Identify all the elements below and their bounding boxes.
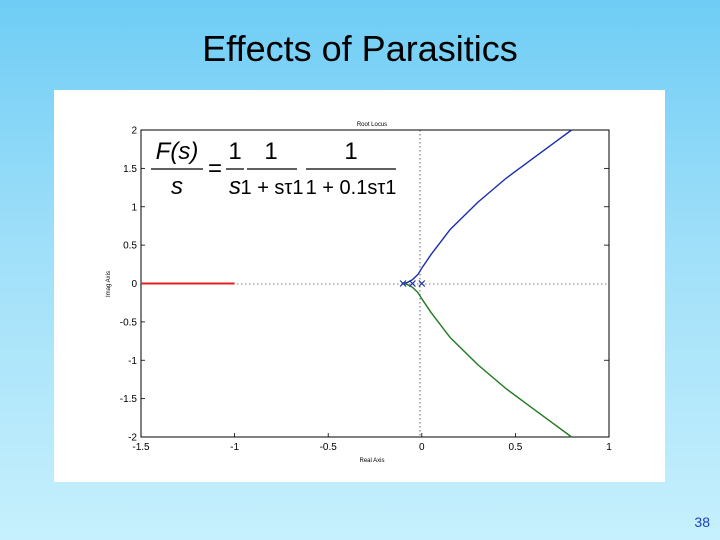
chart-title: Root Locus <box>357 122 387 128</box>
x-axis-label: Real Axis <box>359 458 384 464</box>
x-tick-label: 0.5 <box>508 442 522 453</box>
eq-factor1-numerator: 1 <box>228 138 241 165</box>
x-tick-label: -1.5 <box>132 442 150 453</box>
x-tick-labels: -1.5 -1 -0.5 0 0.5 1 <box>132 433 612 453</box>
y-tick-label: -0.5 <box>120 317 138 328</box>
eq-factor3-denominator: 1 + 0.1sτ1 <box>306 177 397 199</box>
transfer-function-equation: F(s) s = 1 s 1 1 + sτ1 1 1 + 0.1sτ1 <box>151 138 396 200</box>
x-tick-label: 0 <box>419 442 425 453</box>
eq-equals-sign: = <box>208 155 222 182</box>
eq-factor2-numerator: 1 <box>264 138 277 165</box>
y-tick-label: 0.5 <box>123 241 137 252</box>
series-group <box>141 129 573 438</box>
eq-lhs-denominator: s <box>171 173 183 200</box>
y-tick-label: 1 <box>131 202 137 213</box>
figure-panel: Root Locus -1.5 -1 -0.5 0 0.5 1 2 1.5 1 0.5 0 -0.5… <box>54 90 665 482</box>
x-tick-label: -1 <box>230 442 239 453</box>
right-tick-marks <box>604 167 609 361</box>
series-line-2 <box>402 129 573 285</box>
eq-lhs-numerator: F(s) <box>156 138 199 165</box>
y-tick-label: 0 <box>131 279 137 290</box>
y-tick-label: -2 <box>128 433 137 444</box>
y-axis-label: Imag Axis <box>106 271 112 297</box>
x-tick-label: -0.5 <box>320 442 338 453</box>
x-tick-label: 1 <box>606 442 612 453</box>
eq-factor3-numerator: 1 <box>344 138 357 165</box>
y-tick-label: 2 <box>131 126 137 137</box>
page-number: 38 <box>694 514 710 530</box>
pole-marker <box>418 280 426 287</box>
y-tick-label: 1.5 <box>123 164 137 175</box>
eq-factor1-denominator: s <box>229 173 241 200</box>
slide-title: Effects of Parasitics <box>202 28 518 69</box>
pole-marker <box>399 280 407 287</box>
root-locus-plot: Root Locus -1.5 -1 -0.5 0 0.5 1 2 1.5 1 0.5 0 -0.5… <box>106 122 612 464</box>
eq-factor2-denominator: 1 + sτ1 <box>241 177 304 199</box>
pole-marker <box>409 280 416 287</box>
series-line-3 <box>402 282 573 438</box>
y-tick-label: -1 <box>128 356 137 367</box>
y-tick-labels: 2 1.5 1 0.5 0 -0.5 -1 -1.5 -2 <box>120 126 145 444</box>
y-tick-label: -1.5 <box>120 394 138 405</box>
marker-group <box>399 280 426 287</box>
